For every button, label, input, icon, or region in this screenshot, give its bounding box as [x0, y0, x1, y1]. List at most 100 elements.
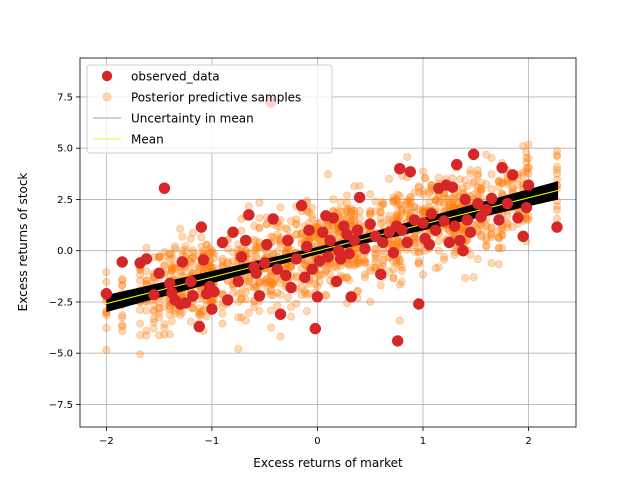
posterior-sample: [360, 273, 370, 282]
posterior-sample: [389, 274, 398, 283]
posterior-sample: [439, 252, 449, 262]
posterior-sample: [142, 243, 151, 252]
posterior-sample: [355, 256, 364, 265]
posterior-sample: [524, 163, 533, 173]
posterior-sample: [244, 274, 253, 283]
observed-point: [334, 253, 347, 265]
posterior-sample: [487, 258, 496, 268]
posterior-sample: [350, 216, 359, 225]
posterior-sample: [155, 331, 164, 340]
posterior-sample: [350, 212, 359, 221]
posterior-sample: [469, 273, 478, 282]
posterior-sample: [347, 206, 356, 215]
posterior-sample: [494, 182, 504, 192]
observed-point: [348, 234, 361, 247]
posterior-sample: [418, 206, 428, 215]
posterior-sample: [498, 179, 507, 188]
posterior-sample: [445, 201, 454, 210]
observed-point: [195, 221, 208, 233]
posterior-sample: [266, 232, 276, 241]
posterior-sample: [237, 226, 246, 235]
posterior-sample: [195, 304, 204, 313]
observed-point: [496, 161, 508, 174]
posterior-sample: [342, 273, 352, 283]
posterior-sample: [524, 215, 533, 224]
posterior-sample: [273, 247, 282, 256]
posterior-sample: [176, 224, 185, 233]
posterior-sample: [300, 288, 309, 298]
posterior-sample: [392, 239, 401, 248]
posterior-sample: [218, 257, 227, 266]
observed-point: [306, 263, 318, 275]
posterior-sample: [414, 259, 423, 268]
observed-point: [322, 251, 334, 263]
posterior-sample: [118, 275, 127, 284]
posterior-sample: [228, 288, 238, 298]
posterior-sample: [218, 319, 227, 328]
posterior-sample: [292, 299, 301, 308]
posterior-sample: [300, 260, 309, 269]
posterior-sample: [371, 245, 380, 254]
posterior-sample: [376, 208, 385, 217]
posterior-sample: [431, 196, 440, 205]
posterior-sample: [345, 276, 354, 285]
posterior-sample: [395, 212, 404, 221]
posterior-sample: [266, 323, 276, 332]
posterior-sample: [360, 255, 370, 264]
posterior-sample: [165, 255, 174, 264]
posterior-sample: [410, 202, 419, 211]
posterior-sample: [165, 249, 174, 258]
posterior-sample: [178, 232, 187, 241]
posterior-sample: [202, 240, 211, 249]
posterior-sample: [393, 211, 402, 220]
posterior-sample: [389, 265, 398, 274]
posterior-sample: [304, 289, 314, 298]
posterior-sample: [142, 267, 151, 276]
posterior-sample: [392, 194, 401, 203]
posterior-sample: [482, 150, 491, 159]
posterior-sample: [450, 195, 459, 204]
posterior-sample: [178, 246, 187, 255]
posterior-sample: [302, 306, 311, 316]
y-tick-label: 2.5: [57, 195, 73, 206]
observed-point: [235, 251, 248, 263]
observed-point: [383, 226, 395, 238]
posterior-sample: [393, 236, 402, 245]
posterior-sample: [469, 190, 478, 199]
posterior-sample: [342, 191, 352, 200]
posterior-sample: [473, 171, 482, 181]
observed-point: [377, 236, 389, 249]
posterior-sample: [188, 254, 198, 263]
posterior-sample: [160, 323, 169, 332]
posterior-sample: [494, 244, 504, 253]
y-ticks: −7.5 −5.0 −2.5 0.0 2.5 5.0 7.5: [49, 92, 80, 411]
posterior-sample: [439, 200, 449, 210]
posterior-sample: [318, 270, 327, 279]
posterior-sample: [167, 266, 176, 275]
x-ticks: −2 −1 0 1 2: [99, 427, 532, 447]
posterior-sample: [186, 267, 195, 277]
posterior-sample: [167, 250, 176, 259]
posterior-sample: [228, 256, 238, 266]
posterior-sample: [452, 199, 461, 208]
observed-point: [164, 277, 176, 290]
posterior-sample: [283, 225, 292, 234]
posterior-sample: [102, 311, 111, 320]
posterior-sample: [434, 236, 443, 246]
posterior-sample: [392, 258, 401, 268]
posterior-sample: [389, 198, 398, 207]
posterior-sample: [410, 232, 419, 241]
observed-point: [461, 214, 474, 226]
legend-marker-posterior: [102, 92, 112, 102]
posterior-sample: [292, 215, 301, 224]
posterior-sample: [385, 211, 394, 221]
posterior-sample: [487, 170, 496, 179]
observed-point: [353, 191, 366, 204]
observed-point: [253, 290, 266, 302]
posterior-sample: [209, 254, 219, 263]
posterior-sample: [393, 190, 402, 199]
posterior-sample: [308, 211, 317, 220]
posterior-sample: [360, 259, 370, 268]
posterior-sample: [418, 205, 428, 214]
